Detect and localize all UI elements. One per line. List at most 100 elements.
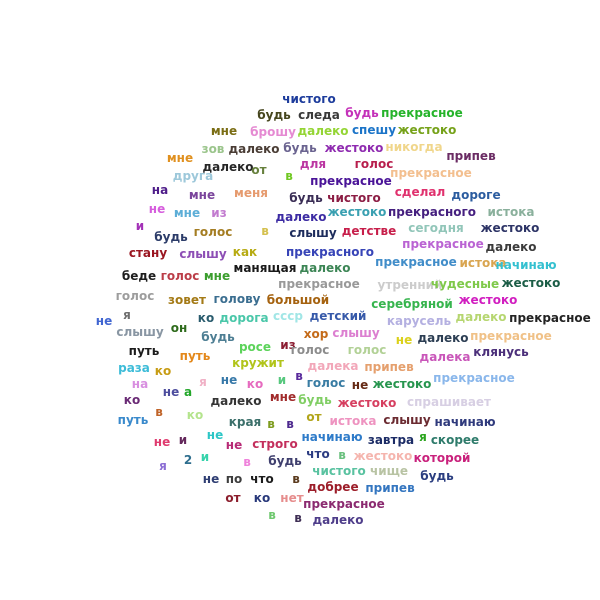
cloud-word: будь [154, 230, 188, 244]
cloud-word: в [243, 455, 251, 469]
cloud-word: далеко [417, 331, 469, 345]
cloud-word: голос [290, 343, 330, 357]
cloud-word: голос [354, 157, 394, 171]
cloud-word: далеко [299, 261, 351, 275]
cloud-word: будь [289, 191, 323, 205]
cloud-word: в [268, 508, 276, 522]
cloud-word: добрее [307, 480, 359, 494]
cloud-word: нет [280, 491, 304, 505]
cloud-word: брошу [250, 125, 296, 139]
cloud-word: прекрасное [390, 166, 472, 180]
cloud-word: строго [252, 437, 298, 451]
cloud-word: из [211, 206, 227, 220]
cloud-word: жестоко [353, 449, 413, 463]
cloud-word: припев [365, 481, 415, 495]
cloud-word: путь [179, 349, 211, 363]
cloud-word: я [159, 459, 167, 473]
cloud-word: жестоко [372, 377, 432, 391]
cloud-word: далека [419, 350, 471, 364]
cloud-word: мне [166, 151, 194, 165]
cloud-word: жестоко [501, 276, 561, 290]
cloud-word: и [200, 450, 210, 464]
cloud-word: не [148, 202, 166, 216]
cloud-word: прекрасное [381, 106, 463, 120]
cloud-word: детский [309, 309, 367, 323]
cloud-word: прекрасное [278, 277, 360, 291]
cloud-word: будь [201, 330, 235, 344]
cloud-word: в [267, 417, 275, 431]
cloud-word: ко [154, 364, 172, 378]
cloud-word: чище [369, 464, 409, 478]
cloud-word: истока [329, 414, 377, 428]
cloud-word: я [123, 308, 131, 322]
cloud-word: в [285, 169, 293, 183]
cloud-word: не [162, 385, 180, 399]
cloud-word: далеко [228, 142, 280, 156]
cloud-word: в [286, 417, 294, 431]
cloud-word: прекрасное [375, 255, 457, 269]
cloud-word: от [306, 410, 322, 424]
cloud-word: припев [364, 360, 414, 374]
cloud-word: карусель [386, 314, 452, 328]
cloud-word: для [299, 157, 327, 171]
cloud-word: прекрасное [402, 237, 484, 251]
cloud-word: припев [446, 149, 496, 163]
cloud-word: никогда [385, 140, 443, 154]
cloud-word: в [261, 224, 269, 238]
cloud-word: в [338, 448, 346, 462]
cloud-word: я [419, 430, 427, 444]
cloud-word: не [202, 472, 220, 486]
cloud-word: далеко [202, 160, 254, 174]
cloud-word: чистого [327, 191, 381, 205]
cloud-word: не [351, 378, 369, 392]
cloud-word: беде [121, 269, 157, 283]
cloud-word: мне [210, 124, 238, 138]
cloud-word: друга [172, 169, 214, 183]
cloud-word: начинаю [301, 430, 363, 444]
cloud-word: сделал [394, 185, 446, 199]
cloud-word: не [225, 438, 243, 452]
cloud-word: будь [420, 469, 454, 483]
cloud-word: прекрасное [470, 329, 552, 343]
cloud-word: ко [246, 377, 264, 391]
cloud-word: жестоко [458, 293, 518, 307]
cloud-word: и [135, 219, 145, 233]
cloud-word: прекрасное [433, 371, 515, 385]
cloud-word: росе [238, 340, 272, 354]
cloud-word: от [251, 163, 267, 177]
cloud-word: жестоко [480, 221, 540, 235]
cloud-word: голос [115, 289, 155, 303]
cloud-word: прекрасное [310, 174, 392, 188]
cloud-word: манящая [233, 261, 297, 275]
cloud-word: мне [188, 188, 216, 202]
cloud-word: прекрасного [285, 245, 375, 259]
cloud-word: далеко [210, 394, 262, 408]
cloud-word: слышу [116, 325, 164, 339]
cloud-word: я [199, 375, 207, 389]
cloud-word: стану [128, 246, 168, 260]
cloud-word: слышу [383, 413, 431, 427]
cloud-word: и [178, 433, 188, 447]
cloud-word: он [170, 321, 188, 335]
cloud-word: не [395, 333, 413, 347]
cloud-word: на [151, 183, 169, 197]
cloud-word: ссср [273, 309, 303, 323]
cloud-word: что [250, 472, 274, 486]
cloud-word: спешу [351, 123, 397, 137]
cloud-word: в [294, 511, 302, 525]
cloud-word: не [220, 373, 238, 387]
cloud-word: далеко [275, 210, 327, 224]
cloud-word: по [225, 472, 243, 486]
cloud-word: не [153, 435, 171, 449]
cloud-word: как [232, 245, 258, 259]
cloud-word: из [280, 338, 296, 352]
cloud-word: слышу [332, 326, 380, 340]
cloud-word: прекрасное [509, 311, 591, 325]
cloud-word: зовет [168, 293, 206, 307]
cloud-word: далеко [312, 513, 364, 527]
cloud-word: далека [307, 359, 359, 373]
cloud-word: серебряной [371, 297, 453, 311]
cloud-word: будь [345, 106, 379, 120]
cloud-word: слышу [289, 226, 337, 240]
